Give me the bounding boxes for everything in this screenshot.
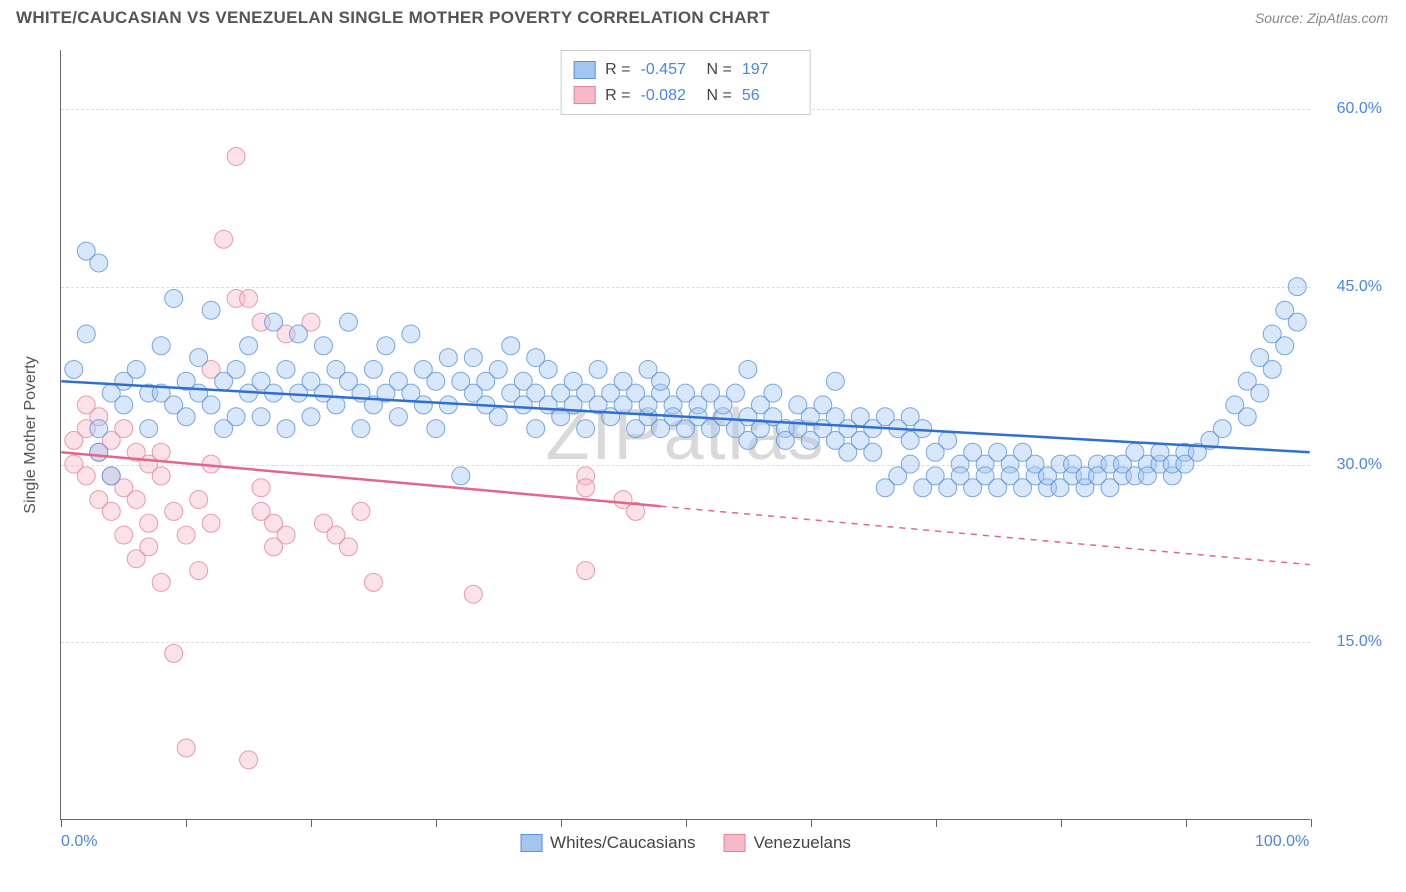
legend-label-series-2: Venezuelans — [754, 833, 851, 853]
legend-row-series-2: R = -0.082 N = 56 — [573, 83, 798, 109]
legend-n-value-1: 197 — [742, 57, 798, 83]
legend-series-names: Whites/Caucasians Venezuelans — [520, 833, 851, 853]
chart-title: WHITE/CAUCASIAN VS VENEZUELAN SINGLE MOT… — [16, 8, 770, 28]
x-tick — [186, 819, 187, 827]
source-attribution: Source: ZipAtlas.com — [1255, 10, 1388, 26]
x-tick-label: 100.0% — [1255, 833, 1309, 851]
x-tick — [936, 819, 937, 827]
legend-item-series-1: Whites/Caucasians — [520, 833, 696, 853]
trend-line-extrapolated — [661, 506, 1310, 564]
x-tick — [61, 819, 62, 827]
y-tick-label: 45.0% — [1337, 278, 1382, 296]
legend-swatch-series-2 — [573, 86, 595, 104]
x-tick — [811, 819, 812, 827]
legend-swatch-series-1 — [520, 834, 542, 852]
legend-item-series-2: Venezuelans — [724, 833, 851, 853]
legend-n-value-2: 56 — [742, 83, 798, 109]
legend-r-label: R = — [605, 83, 630, 109]
legend-n-label: N = — [707, 83, 732, 109]
legend-r-value-2: -0.082 — [641, 83, 697, 109]
legend-n-label: N = — [707, 57, 732, 83]
trend-line — [61, 452, 660, 506]
x-tick — [1186, 819, 1187, 827]
plot-area: ZIPatlas Single Mother Poverty R = -0.45… — [60, 50, 1310, 820]
legend-correlation-box: R = -0.457 N = 197 R = -0.082 N = 56 — [560, 50, 811, 115]
legend-r-value-1: -0.457 — [641, 57, 697, 83]
x-tick — [686, 819, 687, 827]
y-tick-label: 15.0% — [1337, 633, 1382, 651]
legend-swatch-series-1 — [573, 61, 595, 79]
chart-container: ZIPatlas Single Mother Poverty R = -0.45… — [16, 40, 1390, 850]
y-tick-label: 30.0% — [1337, 456, 1382, 474]
x-tick-label: 0.0% — [61, 833, 97, 851]
y-axis-title: Single Mother Poverty — [22, 356, 40, 513]
trend-lines-layer — [61, 50, 1310, 819]
legend-r-label: R = — [605, 57, 630, 83]
x-tick — [1061, 819, 1062, 827]
x-tick — [561, 819, 562, 827]
trend-line — [61, 381, 1309, 452]
legend-swatch-series-2 — [724, 834, 746, 852]
legend-row-series-1: R = -0.457 N = 197 — [573, 57, 798, 83]
x-tick — [436, 819, 437, 827]
legend-label-series-1: Whites/Caucasians — [550, 833, 696, 853]
x-tick — [311, 819, 312, 827]
x-tick — [1311, 819, 1312, 827]
y-tick-label: 60.0% — [1337, 100, 1382, 118]
